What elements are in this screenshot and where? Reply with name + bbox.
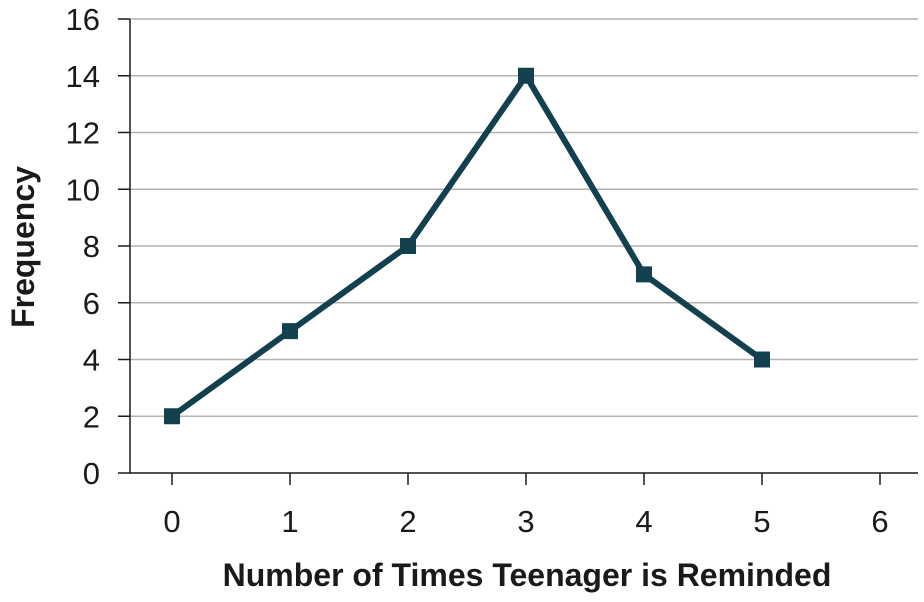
x-tick-label: 3 [517, 504, 534, 539]
x-axis-title: Number of Times Teenager is Reminded [223, 557, 832, 593]
x-tick-labels: 0 1 2 3 4 5 6 [163, 504, 888, 539]
y-tick-label: 10 [66, 172, 100, 207]
x-tick-label: 1 [281, 504, 298, 539]
data-point-marker [636, 266, 652, 283]
data-point-marker [164, 408, 180, 425]
y-axis-title: Frequency [5, 166, 41, 328]
data-point-marker [282, 323, 298, 340]
y-tick-label: 16 [66, 2, 100, 37]
y-tick-label: 12 [66, 116, 100, 151]
x-tick-label: 0 [163, 504, 180, 539]
data-point-marker [400, 238, 416, 254]
y-tick-label: 2 [83, 399, 100, 434]
x-tick-label: 4 [635, 504, 652, 539]
series-line [170, 70, 764, 419]
y-tick-label: 0 [83, 456, 100, 491]
y-tick-label: 6 [83, 286, 100, 321]
y-tick-label: 4 [83, 343, 100, 378]
y-tick-label: 14 [66, 59, 100, 94]
gridlines [130, 18, 918, 417]
data-series [164, 67, 770, 425]
x-tick-label: 5 [753, 504, 770, 539]
data-point-marker [518, 67, 534, 84]
x-tick-label: 6 [871, 504, 888, 539]
y-tick-label: 8 [83, 229, 100, 264]
data-point-marker [754, 351, 770, 368]
axes [118, 18, 918, 485]
x-tick-label: 2 [399, 504, 416, 539]
y-tick-labels: 0 2 4 6 8 10 12 14 16 [66, 2, 100, 491]
